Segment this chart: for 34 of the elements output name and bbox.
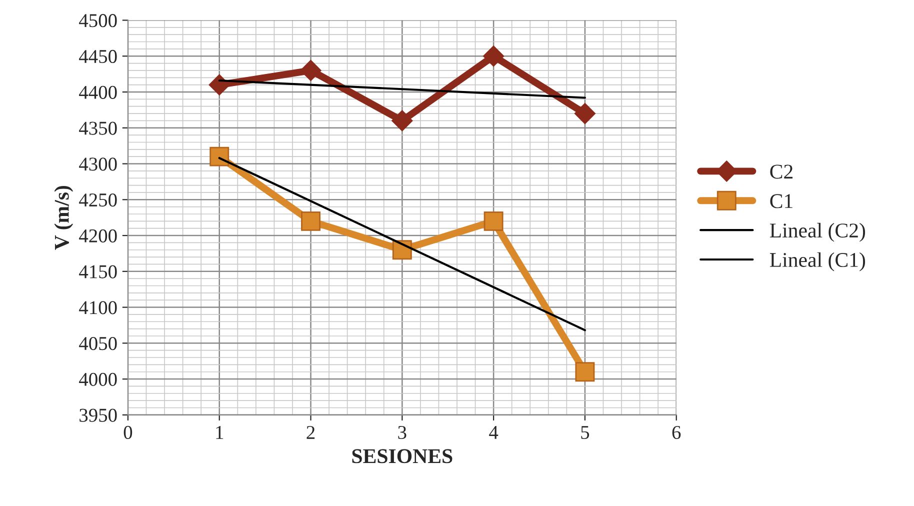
point xyxy=(300,60,322,81)
y-tick-label: 4250 xyxy=(79,193,117,207)
point xyxy=(208,74,230,96)
y-tick-label: 4500 xyxy=(79,14,117,28)
y-tick-label: 4400 xyxy=(79,86,117,99)
x-tick-label: 4 xyxy=(489,426,498,439)
legend-label: C1 xyxy=(770,194,792,208)
y-tick-label: 4100 xyxy=(79,301,117,314)
x-tick-label: 3 xyxy=(398,426,406,440)
point xyxy=(301,211,320,231)
y-tick-label: 4200 xyxy=(79,229,117,242)
y-axis-title: V (m/s) xyxy=(54,186,74,250)
x-axis-title: SESIONES xyxy=(352,449,452,464)
point xyxy=(392,110,413,132)
x-tick-label: 2 xyxy=(306,426,315,439)
point xyxy=(484,211,504,231)
point xyxy=(574,103,596,124)
point xyxy=(483,46,504,67)
y-tick-label: 4300 xyxy=(79,158,117,171)
legend-label: Lineal (C1) xyxy=(770,252,866,272)
x-tick-label: 1 xyxy=(216,426,224,439)
point xyxy=(210,146,230,166)
y-tick-label: 4150 xyxy=(79,265,117,278)
legend-label: Lineal (C2) xyxy=(770,222,866,242)
y-tick-label: 4000 xyxy=(79,372,117,386)
point xyxy=(575,362,595,382)
x-tick-label: 5 xyxy=(581,426,590,440)
y-tick-label: 3950 xyxy=(80,408,117,422)
y-tick-label: 4450 xyxy=(79,50,117,64)
x-tick-label: 0 xyxy=(124,426,132,440)
x-tick-label: 6 xyxy=(672,426,681,440)
y-tick-label: 4050 xyxy=(79,336,117,350)
y-tick-label: 4350 xyxy=(79,122,117,135)
legend-label: C2 xyxy=(770,164,793,179)
